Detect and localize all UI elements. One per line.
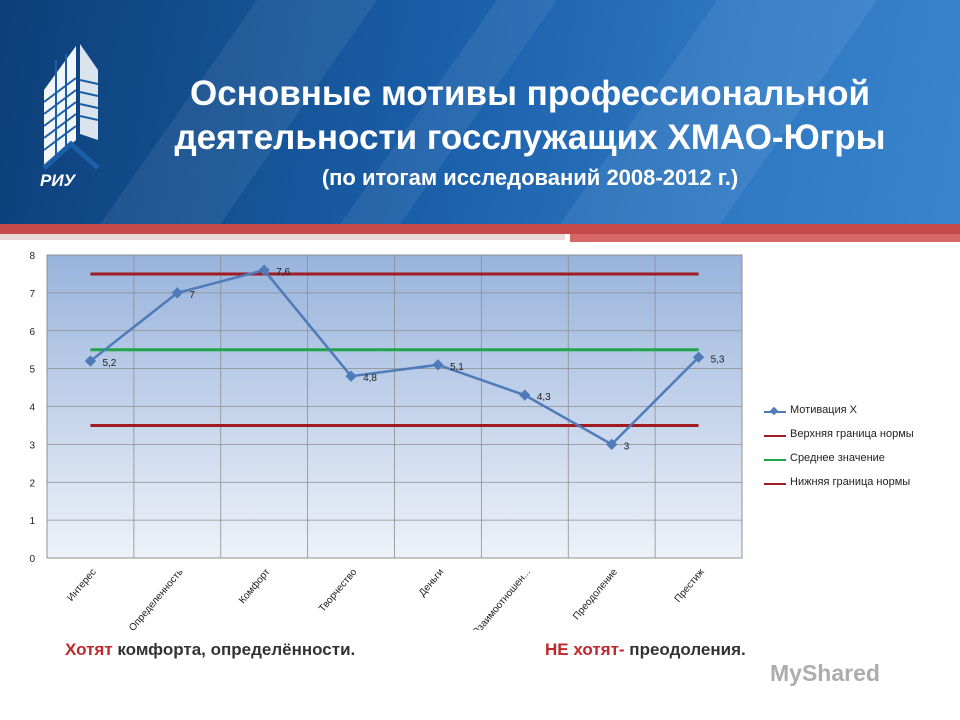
data-label: 4,3 (537, 392, 551, 403)
x-tick-label: Определенность (127, 567, 186, 630)
y-tick-label: 1 (29, 516, 35, 527)
logo-text: РИУ (40, 171, 77, 190)
legend-item-lower-bound: Нижняя граница нормы (760, 476, 955, 500)
x-tick-label: Интерес (65, 567, 98, 604)
data-point (345, 370, 357, 382)
legend-label: Верхняя граница нормы (790, 428, 914, 440)
legend-label: Среднее значение (790, 452, 885, 464)
x-tick-label: Престиж (673, 567, 707, 605)
x-tick-label: Комфорт (236, 566, 272, 606)
caption-not-wants-text: преодоления. (624, 640, 746, 659)
decor-band (0, 234, 565, 240)
x-tick-label: Преодоление (571, 567, 620, 623)
x-tick-label: Деньги (417, 567, 446, 599)
data-point (692, 351, 705, 363)
caption-wants-prefix: Хотят (65, 640, 113, 659)
y-tick-label: 3 (29, 440, 35, 451)
legend-item-upper-bound: Верхняя граница нормы (760, 428, 955, 452)
x-tick-label: Творчество (317, 567, 360, 615)
legend-label: Нижняя граница нормы (790, 476, 911, 488)
legend-swatch (764, 435, 786, 437)
chart-legend: Мотивация Х Верхняя граница нормы Средне… (760, 404, 955, 500)
data-label: 4,8 (363, 373, 377, 384)
caption-wants-text: комфорта, определённости. (112, 640, 356, 659)
page-subtitle: (по итогам исследований 2008-2012 г.) (321, 165, 739, 190)
data-point (84, 355, 97, 367)
y-tick-label: 0 (29, 554, 35, 565)
caption-not-wants-prefix: НЕ хотят- (545, 640, 625, 659)
data-point (519, 389, 531, 401)
chart-container: 0 1 2 3 4 5 6 7 8 Интерес Определенность Комфорт Тв… (0, 244, 775, 638)
data-label: 5,2 (102, 358, 116, 369)
riu-logo-icon: РИУ (40, 44, 100, 190)
y-tick-label: 7 (29, 289, 35, 300)
legend-swatch (764, 483, 786, 485)
diamond-marker-icon (769, 406, 779, 416)
page-title-line-1: Основные мотивы профессиональной (190, 74, 870, 113)
watermark: MyShared (770, 660, 880, 686)
y-tick-label: 5 (29, 365, 35, 376)
line-chart: 0 1 2 3 4 5 6 7 8 Интерес Определенность Комфорт Тв… (29, 251, 743, 638)
decor-band (570, 234, 960, 242)
legend-item-motivation: Мотивация Х (760, 404, 955, 428)
decor-band (0, 224, 960, 234)
x-tick-label: Взаимоотношен... (471, 567, 533, 630)
data-point (606, 438, 618, 451)
data-label: 7 (189, 290, 195, 301)
legend-item-mean: Среднее значение (760, 452, 955, 476)
legend-label: Мотивация Х (790, 404, 857, 416)
y-tick-label: 2 (29, 478, 35, 489)
header-banner: РИУ Основные мотивы профессиональной дея… (0, 0, 960, 226)
data-label: 3 (624, 441, 630, 452)
series-line (89, 268, 700, 446)
data-label: 5,3 (711, 354, 725, 365)
y-tick-label: 4 (29, 403, 35, 414)
legend-swatch (764, 459, 786, 461)
y-tick-label: 8 (29, 251, 35, 262)
y-tick-label: 6 (29, 327, 35, 338)
data-label: 7,6 (276, 267, 290, 278)
page-title-line-2: деятельности госслужащих ХМАО-Югры (174, 118, 886, 157)
caption-wants: Хотят комфорта, определённости. (65, 640, 355, 660)
caption-not-wants: НЕ хотят- преодоления. (545, 640, 746, 660)
data-label: 5,1 (450, 362, 464, 373)
